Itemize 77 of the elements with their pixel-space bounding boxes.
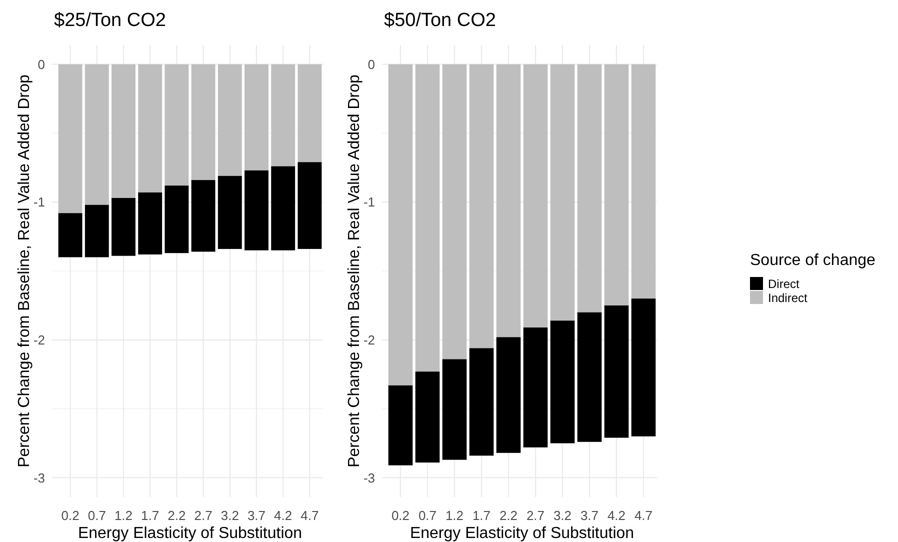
x-tick-label: 1.2 (445, 508, 464, 523)
x-tick-label: 3.2 (220, 508, 239, 523)
x-tick-label: 3.7 (247, 508, 266, 523)
x-tick-label: 1.7 (472, 508, 491, 523)
legend-title: Source of change (750, 252, 876, 269)
bar (112, 198, 136, 256)
bar (164, 186, 189, 254)
bar (84, 204, 109, 258)
bar (604, 64, 629, 306)
bar (191, 64, 216, 180)
y-axis-title: Percent Change from Baseline, Real Value Added Drop (16, 74, 33, 468)
x-tick-label: 1.7 (141, 508, 160, 523)
y-tick-label: -1 (33, 194, 45, 210)
y-tick-label: -3 (33, 470, 45, 486)
bar (218, 64, 242, 176)
y-axis-title: Percent Change from Baseline, Real Value Added Drop (346, 74, 363, 468)
bar (138, 64, 162, 192)
bar (631, 64, 656, 299)
x-axis-title: Energy Elasticity of Substitution (410, 525, 634, 542)
x-tick-label: 3.7 (580, 508, 599, 523)
x-tick-label: 1.2 (114, 508, 133, 523)
bar (550, 320, 575, 444)
x-tick-label: 2.2 (499, 508, 518, 523)
bar (58, 213, 82, 258)
x-tick-label: 4.2 (274, 508, 292, 523)
bar (388, 385, 413, 466)
x-tick-label: 2.7 (526, 508, 545, 523)
y-tick-label: 0 (38, 56, 45, 72)
bar (298, 162, 322, 249)
y-tick-label: 0 (368, 56, 375, 72)
x-tick-label: 4.2 (607, 508, 626, 523)
y-tick-label: -2 (33, 332, 45, 348)
bar (442, 64, 467, 360)
bar (58, 64, 82, 214)
x-tick-label: 2.7 (194, 508, 212, 523)
x-tick-label: 0.2 (61, 508, 80, 523)
bar (469, 348, 494, 456)
bar (415, 372, 440, 463)
bar (298, 64, 322, 162)
bar (388, 64, 413, 386)
chart-title: $50/Ton CO2 (384, 10, 496, 31)
bar (523, 328, 548, 448)
bar (577, 64, 602, 312)
bar (496, 337, 521, 453)
chart-title: $25/Ton CO2 (54, 10, 166, 31)
bar (577, 312, 602, 442)
y-tick-label: -3 (363, 470, 375, 486)
y-tick-label: -1 (363, 194, 375, 210)
bar (523, 64, 548, 328)
legend-label: Indirect (768, 291, 808, 305)
bar (271, 64, 296, 166)
y-tick-label: -2 (363, 332, 375, 348)
bar (631, 298, 656, 436)
bar (271, 166, 296, 250)
bar (415, 64, 440, 372)
bar (218, 176, 242, 249)
x-tick-label: 3.2 (553, 508, 572, 523)
bar (244, 170, 268, 250)
bar (138, 192, 162, 254)
bar (164, 64, 189, 186)
legend-label: Direct (768, 277, 800, 291)
bar (550, 64, 575, 321)
x-tick-label: 0.7 (88, 508, 106, 523)
bar (244, 64, 268, 170)
bar (442, 359, 467, 460)
x-axis-title: Energy Elasticity of Substitution (78, 525, 302, 542)
bar (112, 64, 136, 198)
bar (469, 64, 494, 348)
bar (191, 180, 216, 252)
bar (84, 64, 109, 205)
x-tick-label: 0.2 (391, 508, 410, 523)
bar (496, 64, 521, 338)
bar (604, 305, 629, 438)
x-tick-label: 0.7 (418, 508, 437, 523)
x-tick-label: 2.2 (168, 508, 186, 523)
x-tick-label: 4.7 (634, 508, 653, 523)
x-tick-label: 4.7 (300, 508, 319, 523)
